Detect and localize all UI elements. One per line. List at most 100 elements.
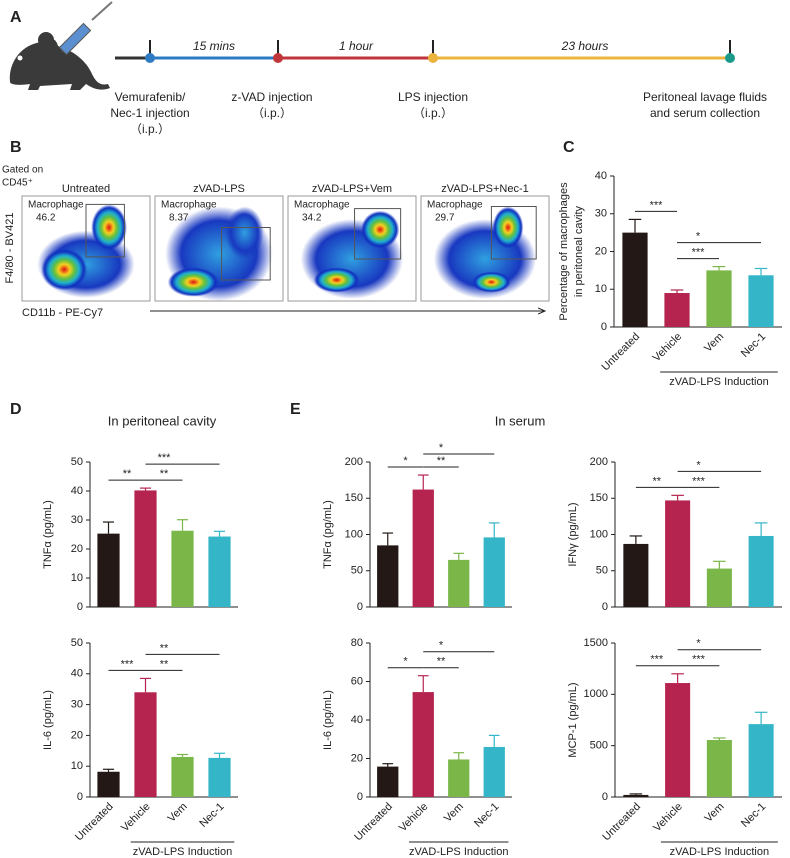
density	[91, 204, 127, 251]
sig-label: *	[439, 640, 444, 652]
bar	[448, 759, 470, 797]
error-bar	[713, 737, 726, 741]
y-axis-label: IL-6 (pg/mL)	[322, 690, 334, 750]
event-label: Peritoneal lavage fluids	[643, 90, 767, 104]
y-tick-label: 40	[71, 485, 83, 497]
density	[41, 248, 88, 291]
y-tick-label: 40	[351, 714, 363, 726]
y-tick-label: 100	[590, 528, 608, 540]
gate-name: Macrophage	[28, 200, 84, 211]
flow-title: zVAD-LPS	[193, 183, 245, 195]
sig-label: **	[160, 658, 169, 670]
y-axis-label: in peritoneal cavity	[573, 205, 585, 297]
x-tick-label: Vehicle	[651, 331, 685, 365]
gate-value: 29.7	[435, 213, 455, 224]
bar	[377, 545, 399, 607]
y-tick-label: 0	[602, 601, 608, 613]
y-tick-label: 20	[595, 245, 607, 257]
sig-label: **	[123, 468, 132, 480]
y-tick-label: 0	[357, 791, 363, 803]
gate-name: Macrophage	[427, 200, 483, 211]
bar	[748, 275, 774, 327]
y-axis-label: IL-6 (pg/mL)	[42, 690, 54, 750]
interval-label: 1 hour	[339, 39, 374, 53]
panel-letter: D	[10, 401, 22, 418]
y-tick-label: 0	[602, 791, 608, 803]
group-label: zVAD-LPS Induction	[669, 376, 768, 388]
sig-label: *	[403, 656, 408, 668]
sig-label: *	[696, 459, 701, 471]
bar	[134, 692, 157, 797]
bar	[706, 568, 732, 607]
sig-label: ***	[158, 452, 172, 464]
sig-label: *	[696, 231, 701, 243]
bar	[208, 536, 231, 607]
x-tick-label: Vehicle	[119, 801, 153, 835]
timeline	[115, 40, 735, 63]
panel-letter: B	[10, 139, 22, 156]
y-tick-label: 150	[590, 492, 608, 504]
bar	[623, 543, 649, 607]
gate-value: 46.2	[36, 213, 56, 224]
y-tick-label: 60	[351, 675, 363, 687]
flow-title: zVAD-LPS+Nec-1	[441, 183, 529, 195]
bar	[448, 559, 470, 607]
x-tick-label: Vem	[702, 801, 726, 825]
group-label: zVAD-LPS Induction	[133, 846, 232, 858]
sig-label: ***	[121, 658, 135, 670]
y-tick-label: 50	[351, 565, 363, 577]
y-tick-label: 10	[595, 283, 607, 295]
event-label: （i.p.）	[130, 122, 170, 136]
error-bar	[488, 522, 500, 538]
density	[225, 206, 264, 259]
error-bar	[102, 521, 115, 534]
error-bar	[670, 289, 684, 294]
error-bar	[139, 487, 152, 491]
bar	[97, 533, 120, 607]
y-tick-label: 1500	[584, 637, 608, 649]
gate-name: Macrophage	[161, 200, 217, 211]
y-tick-label: 20	[351, 752, 363, 764]
error-bar	[213, 752, 226, 758]
sig-label: **	[437, 656, 446, 668]
gate-box	[221, 227, 271, 281]
error-bar	[213, 530, 226, 537]
y-axis-label: TNFα (pg/mL)	[322, 500, 334, 569]
sig-label: **	[160, 642, 169, 654]
group-label: zVAD-LPS Induction	[670, 846, 769, 858]
sig-label: ***	[650, 199, 664, 211]
error-bar	[628, 218, 642, 233]
y-tick-label: 0	[601, 321, 607, 333]
y-tick-label: 50	[71, 456, 83, 468]
density	[167, 267, 219, 297]
sig-label: ***	[692, 475, 706, 487]
x-tick-label: Nec-1	[739, 331, 768, 360]
error-bar	[139, 677, 152, 693]
flow-title: zVAD-LPS+Vem	[312, 183, 392, 195]
event-label: and serum collection	[650, 106, 760, 120]
x-tick-label: Vem	[702, 331, 726, 355]
panel-letter: A	[10, 9, 22, 26]
interval-label: 15 mins	[193, 39, 235, 53]
bar	[622, 232, 648, 327]
x-tick-label: Vehicle	[397, 801, 431, 835]
x-tick-label: Untreated	[73, 801, 116, 844]
y-tick-label: 30	[71, 514, 83, 526]
sig-label: *	[439, 442, 444, 454]
y-tick-label: 30	[71, 699, 83, 711]
x-tick-label: Vem	[442, 801, 466, 825]
flow-y-axis: F4/80 - BV421	[4, 213, 16, 284]
y-tick-label: 100	[345, 528, 363, 540]
sig-label: **	[160, 468, 169, 480]
section-heading: In serum	[495, 413, 546, 428]
sig-label: **	[437, 455, 446, 467]
error-bar	[713, 560, 726, 569]
y-tick-label: 20	[71, 729, 83, 741]
gate-value: 34.2	[302, 213, 322, 224]
density	[360, 210, 400, 249]
error-bar	[629, 535, 643, 544]
error-bar	[176, 753, 189, 757]
gate-note: CD45⁺	[2, 178, 33, 189]
sig-label: ***	[692, 654, 706, 666]
y-axis-label: Percentage of macrophages	[558, 182, 570, 321]
